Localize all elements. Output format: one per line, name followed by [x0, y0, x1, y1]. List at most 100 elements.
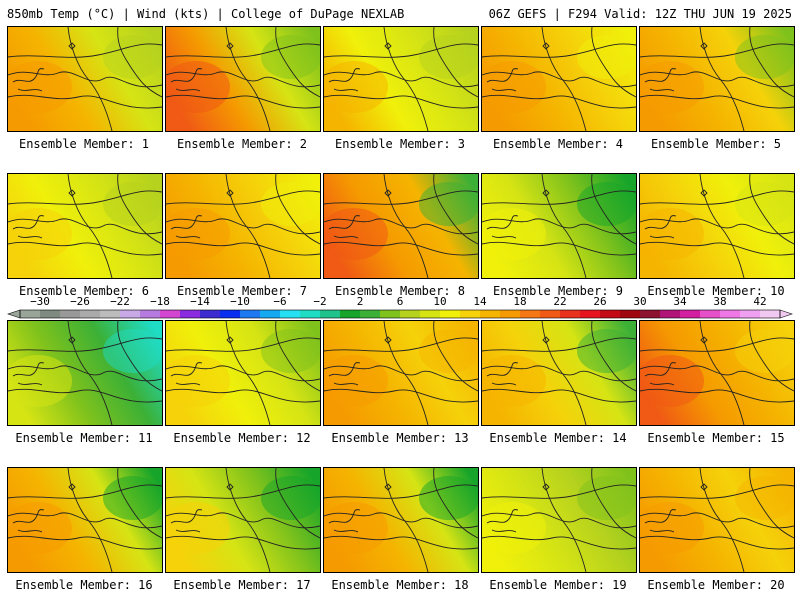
boundary-line: [491, 529, 517, 533]
colorbar-tick: 34: [673, 295, 687, 308]
ensemble-map-panel: [165, 467, 321, 573]
boundary-line: [649, 88, 675, 92]
boundary-line: [640, 241, 794, 256]
colorbar-swatch: [660, 310, 681, 318]
boundary-line: [482, 71, 636, 88]
boundary-line: [482, 535, 636, 550]
boundary-line: [482, 190, 636, 205]
boundary-line: [8, 388, 162, 403]
lake-marker: [700, 42, 708, 50]
colorbar-swatch: [60, 310, 81, 318]
ensemble-map-panel: [481, 320, 637, 426]
boundary-line: [649, 235, 675, 239]
temperature-blob: [735, 329, 794, 373]
colorbar-tick: 42: [753, 295, 767, 308]
colorbar-swatch: [700, 310, 721, 318]
boundary-line: [117, 468, 162, 539]
colorbar-tick: 30: [633, 295, 647, 308]
ensemble-map-panel: [323, 26, 479, 132]
boundary-line: [166, 71, 320, 88]
ensemble-map-panel: [165, 320, 321, 426]
boundary-line: [170, 509, 203, 524]
boundary-line: [482, 241, 636, 256]
colorbar-tick: −6: [273, 295, 287, 308]
boundary-line: [275, 468, 320, 539]
lake-marker: [226, 336, 234, 344]
boundary-line: [17, 529, 43, 533]
colorbar-tick: −18: [150, 295, 170, 308]
boundary-line: [166, 512, 320, 529]
ensemble-member-label: Ensemble Member: 19: [489, 578, 627, 592]
boundary-line: [275, 174, 320, 245]
boundary-line: [640, 337, 794, 352]
temperature-blob: [419, 476, 478, 520]
boundary-line: [333, 88, 359, 92]
ensemble-map-panel: [323, 320, 479, 426]
boundary-line: [644, 215, 677, 230]
boundary-line: [486, 68, 519, 83]
boundary-line: [491, 88, 517, 92]
colorbar-swatch: [380, 310, 401, 318]
boundary-line: [8, 94, 162, 109]
boundary-line: [8, 190, 162, 205]
boundary-line: [333, 235, 359, 239]
colorbar-swatch: [240, 310, 261, 318]
ensemble-member-label: Ensemble Member: 10: [647, 284, 785, 298]
temperature-blob: [103, 182, 162, 226]
boundary-line: [749, 174, 794, 245]
lake-marker: [700, 189, 708, 197]
colorbar-tick: 22: [553, 295, 567, 308]
boundary-line: [640, 71, 794, 88]
colorbar-tick: 18: [513, 295, 527, 308]
lake-marker: [226, 42, 234, 50]
ensemble-member-label: Ensemble Member: 17: [173, 578, 311, 592]
temperature-blob: [261, 329, 320, 373]
temperature-blob: [419, 329, 478, 373]
boundary-line: [324, 337, 478, 352]
boundary-line: [640, 43, 794, 58]
boundary-line: [8, 365, 162, 382]
boundary-line: [175, 88, 201, 92]
lake-marker: [226, 483, 234, 491]
colorbar-swatch: [720, 310, 741, 318]
boundary-line: [166, 337, 320, 352]
ensemble-map-panel: [481, 173, 637, 279]
lake-marker: [542, 42, 550, 50]
boundary-line: [640, 94, 794, 109]
ensemble-member-label: Ensemble Member: 15: [647, 431, 785, 445]
boundary-line: [591, 174, 636, 245]
boundary-line: [328, 68, 361, 83]
ensemble-member-label: Ensemble Member: 12: [173, 431, 311, 445]
boundary-line: [12, 68, 45, 83]
boundary-line: [591, 321, 636, 392]
boundary-line: [117, 321, 162, 392]
boundary-line: [117, 174, 162, 245]
lake-marker: [542, 483, 550, 491]
boundary-line: [117, 27, 162, 98]
colorbar-swatch: [340, 310, 361, 318]
temperature-blob: [735, 476, 794, 520]
boundary-line: [324, 388, 478, 403]
temperature-blob: [261, 35, 320, 79]
ensemble-member-label: Ensemble Member: 14: [489, 431, 627, 445]
ensemble-member-label: Ensemble Member: 7: [176, 284, 308, 298]
colorbar-tick: −14: [190, 295, 210, 308]
colorbar-swatch: [180, 310, 201, 318]
boundary-line: [8, 241, 162, 256]
ensemble-member-label: Ensemble Member: 9: [492, 284, 624, 298]
boundary-line: [433, 468, 478, 539]
boundary-line: [12, 509, 45, 524]
colorbar-swatch: [100, 310, 121, 318]
temperature-blob: [735, 182, 794, 226]
lake-marker: [700, 336, 708, 344]
boundary-line: [8, 535, 162, 550]
boundary-line: [482, 365, 636, 382]
boundary-line: [324, 365, 478, 382]
boundary-line: [166, 484, 320, 499]
ensemble-map-panel: [165, 173, 321, 279]
boundary-line: [649, 529, 675, 533]
colorbar-swatch: [760, 310, 781, 318]
colorbar-tick: −26: [70, 295, 90, 308]
temperature-blob: [577, 329, 636, 373]
boundary-line: [170, 68, 203, 83]
